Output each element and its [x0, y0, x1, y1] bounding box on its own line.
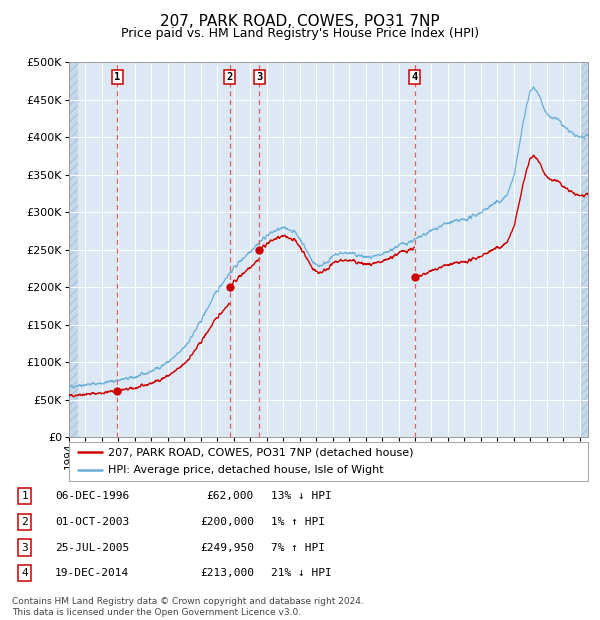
Bar [581, 62, 588, 437]
Text: HPI: Average price, detached house, Isle of Wight: HPI: Average price, detached house, Isle… [108, 465, 383, 475]
Text: 21% ↓ HPI: 21% ↓ HPI [271, 568, 332, 578]
Text: £213,000: £213,000 [200, 568, 254, 578]
Text: £62,000: £62,000 [206, 492, 254, 502]
Text: 2: 2 [227, 72, 233, 82]
Text: 1: 1 [114, 72, 121, 82]
Text: 7% ↑ HPI: 7% ↑ HPI [271, 542, 325, 552]
Text: 06-DEC-1996: 06-DEC-1996 [55, 492, 130, 502]
Text: 4: 4 [412, 72, 418, 82]
Text: Price paid vs. HM Land Registry's House Price Index (HPI): Price paid vs. HM Land Registry's House … [121, 27, 479, 40]
Text: 207, PARK ROAD, COWES, PO31 7NP (detached house): 207, PARK ROAD, COWES, PO31 7NP (detache… [108, 448, 413, 458]
Text: Contains HM Land Registry data © Crown copyright and database right 2024.
This d: Contains HM Land Registry data © Crown c… [12, 598, 364, 617]
Text: 3: 3 [256, 72, 263, 82]
Text: 1% ↑ HPI: 1% ↑ HPI [271, 517, 325, 527]
Text: 207, PARK ROAD, COWES, PO31 7NP: 207, PARK ROAD, COWES, PO31 7NP [160, 14, 440, 29]
Text: £249,950: £249,950 [200, 542, 254, 552]
Text: 19-DEC-2014: 19-DEC-2014 [55, 568, 130, 578]
Text: 01-OCT-2003: 01-OCT-2003 [55, 517, 130, 527]
Text: 1: 1 [21, 492, 28, 502]
Text: 2: 2 [21, 517, 28, 527]
Text: 13% ↓ HPI: 13% ↓ HPI [271, 492, 332, 502]
Text: £200,000: £200,000 [200, 517, 254, 527]
Text: 3: 3 [21, 542, 28, 552]
Text: 25-JUL-2005: 25-JUL-2005 [55, 542, 130, 552]
Bar [69, 62, 78, 437]
Text: 4: 4 [21, 568, 28, 578]
